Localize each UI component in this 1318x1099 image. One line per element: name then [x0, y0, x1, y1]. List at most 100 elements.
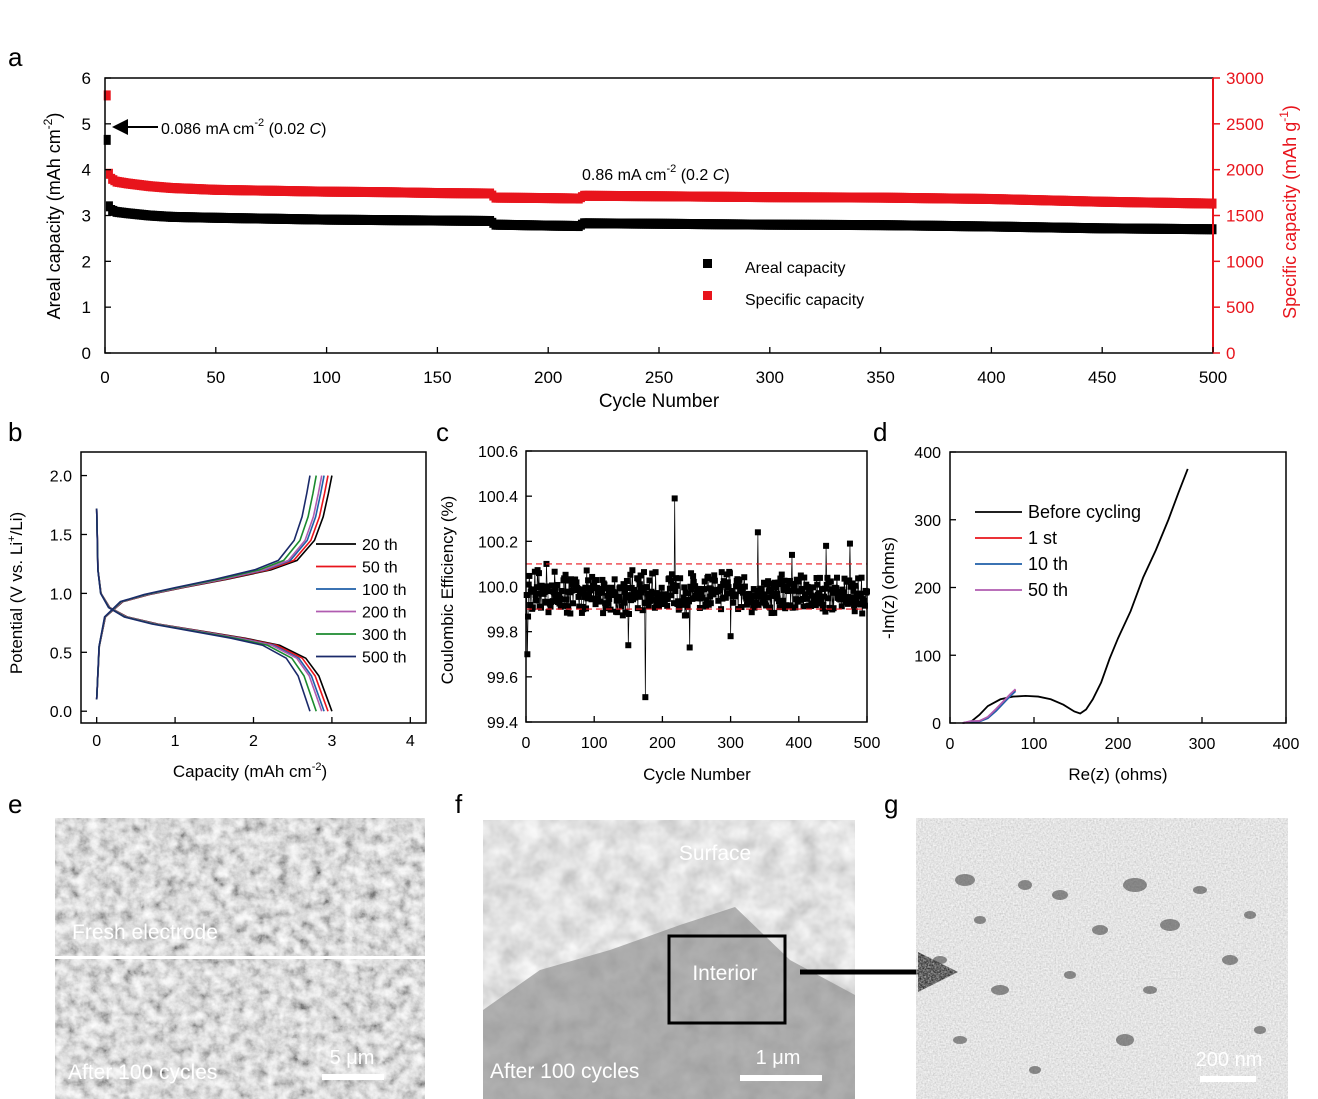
chart-d-x-ticks: 0 100 200 300 400: [946, 717, 1299, 753]
chart-c-point: [861, 602, 868, 609]
chart-c-point: [752, 593, 759, 600]
panel-label-b: b: [8, 417, 22, 447]
chart-b-line-discharge: [95, 508, 329, 712]
chart-c-point: [612, 589, 619, 596]
image-f-label-after: After 100 cycles: [490, 1060, 639, 1083]
chart-b-xtick-label: 1: [171, 733, 180, 750]
chart-a-xtick-label: 350: [866, 368, 894, 387]
chart-a-xlabel: Cycle Number: [599, 391, 720, 412]
chart-c-point: [525, 613, 532, 620]
chart-b-legend-label: 200 th: [362, 605, 406, 622]
chart-d-ytick-label: 400: [914, 445, 941, 462]
chart-d-legend-label: 50 th: [1028, 580, 1068, 600]
chart-c-ytick-label: 99.4: [487, 715, 518, 732]
chart-c-point: [680, 594, 687, 601]
chart-c-point: [701, 586, 708, 593]
image-g-scalebar: [1200, 1076, 1256, 1082]
chart-c-point: [857, 590, 864, 597]
chart-d-xtick-label: 100: [1021, 736, 1048, 753]
chart-c-point: [851, 608, 858, 615]
chart-c-point: [777, 575, 784, 582]
chart-c-xtick-label: 100: [581, 735, 608, 752]
chart-c-point: [562, 571, 569, 578]
chart-c-point: [578, 609, 585, 616]
chart-a-annotation-1: 0.086 mA cm-2 (0.02 C): [161, 117, 326, 138]
chart-c-point: [596, 598, 603, 605]
chart-c-point: [811, 593, 818, 600]
chart-c-point: [646, 577, 653, 584]
chart-a: 0 50 100 150 200 250 300 350 400 450 500 0 1 2 3 4 5 6 0…: [41, 69, 1300, 412]
chart-b-ytick-label: 0.0: [50, 704, 72, 721]
chart-c-point: [673, 582, 680, 589]
chart-c-point: [707, 593, 714, 600]
chart-c-point: [653, 590, 660, 597]
chart-a-ytick-right-label: 0: [1226, 344, 1235, 363]
chart-c-point: [741, 574, 748, 581]
chart-c-point: [662, 591, 669, 598]
chart-c-point: [780, 597, 787, 604]
panel-label-c: c: [436, 417, 449, 447]
chart-c-point: [644, 590, 651, 597]
chart-c-point: [615, 593, 622, 600]
chart-c-point: [744, 599, 751, 606]
chart-c-point: [791, 583, 798, 590]
chart-c-point: [660, 601, 667, 608]
chart-c-point: [598, 585, 605, 592]
chart-c-point: [853, 597, 860, 604]
chart-c-point: [837, 596, 844, 603]
chart-c-point: [690, 578, 697, 585]
chart-c-point: [618, 603, 625, 610]
chart-c-point: [620, 581, 627, 588]
chart-c-point: [810, 584, 817, 591]
chart-c-point: [608, 585, 615, 592]
chart-c-point: [824, 574, 831, 581]
chart-c-point: [567, 610, 574, 617]
chart-d-xtick-label: 300: [1189, 736, 1216, 753]
chart-a-ytick-left-label: 1: [82, 298, 91, 317]
chart-b-line-charge: [95, 475, 311, 700]
chart-c-point: [728, 587, 735, 594]
chart-b-x-ticks: 0 1 2 3 4: [92, 717, 415, 750]
chart-c-point: [749, 592, 756, 599]
chart-c-point: [544, 583, 551, 590]
chart-a-x-ticks: 0 50 100 150 200 250 300 350 400 450 500: [100, 347, 1227, 387]
chart-b-line-charge: [95, 475, 329, 700]
chart-a-xtick-label: 500: [1199, 368, 1227, 387]
chart-c-point: [833, 574, 840, 581]
chart-c-point: [598, 589, 605, 596]
chart-c-point: [623, 577, 630, 584]
chart-c-point: [587, 587, 594, 594]
chart-c-point: [750, 586, 757, 593]
chart-a-ytick-left-label: 0: [82, 344, 91, 363]
chart-c-point: [636, 581, 643, 588]
chart-c-point: [776, 604, 783, 611]
chart-c-point: [671, 495, 678, 502]
chart-c-xtick-label: 0: [522, 735, 531, 752]
chart-c-point: [645, 603, 652, 610]
chart-d-legend: Before cycling 1 st 10 th 50 th: [975, 502, 1141, 600]
image-f-scalebar-label: 1 μm: [756, 1047, 801, 1069]
chart-c-point: [840, 589, 847, 596]
chart-c-point: [534, 567, 541, 574]
chart-d-line: [962, 688, 1017, 724]
chart-c-point: [642, 694, 649, 701]
chart-d: 0 100 200 300 400 0 100 200 300 400 Re(z) (ohms)…: [879, 445, 1299, 784]
chart-c-point: [773, 590, 780, 597]
chart-c-point: [730, 599, 737, 606]
chart-a-xtick-label: 0: [100, 368, 109, 387]
chart-c-point: [755, 601, 762, 608]
chart-c-point: [720, 578, 727, 585]
chart-c-point: [639, 607, 646, 614]
chart-c-point: [686, 644, 693, 651]
chart-c-point: [667, 592, 674, 599]
image-e-top: [55, 818, 425, 956]
chart-c-point: [677, 575, 684, 582]
chart-c-point: [679, 598, 686, 605]
chart-c-point: [841, 575, 848, 582]
chart-d-ytick-label: 200: [914, 581, 941, 598]
chart-a-marks: [103, 90, 1217, 235]
chart-d-xtick-label: 200: [1105, 736, 1132, 753]
chart-c-point: [782, 602, 789, 609]
chart-c-point: [545, 609, 552, 616]
chart-c-point: [582, 584, 589, 591]
